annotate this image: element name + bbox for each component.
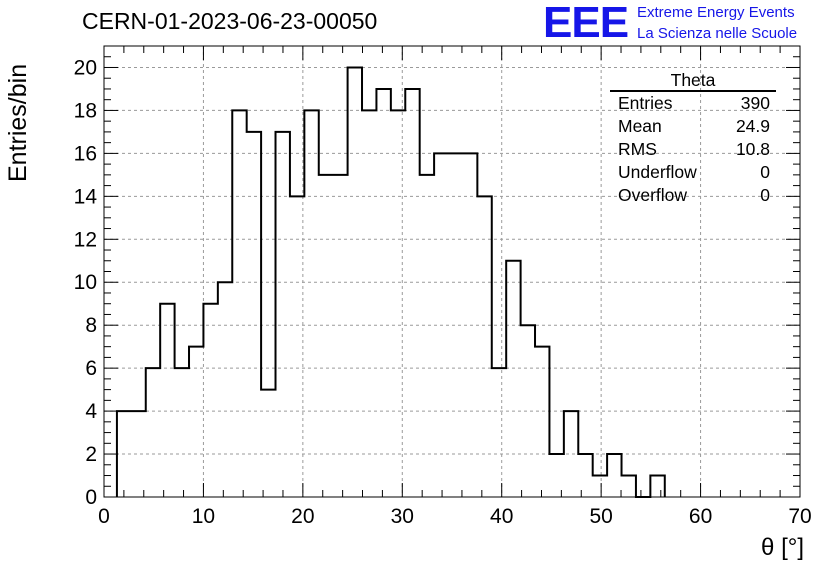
chart-title: CERN-01-2023-06-23-00050 xyxy=(82,8,378,34)
y-tick-label: 0 xyxy=(85,486,97,509)
y-tick-label: 8 xyxy=(85,314,97,337)
x-tick-label: 0 xyxy=(98,505,110,528)
histogram-bin xyxy=(362,110,376,497)
histogram-bin xyxy=(593,476,607,497)
histogram-bin xyxy=(578,454,592,497)
histogram-bin xyxy=(521,325,535,497)
stats-box: Theta Entries 390 Mean 24.9 RMS 10.8 Und… xyxy=(610,70,776,207)
brand-line-1: Extreme Energy Events xyxy=(637,4,795,21)
y-tick-label: 10 xyxy=(74,271,97,294)
stat-label: Entries xyxy=(618,93,673,113)
stat-row-overflow: Overflow 0 xyxy=(610,184,776,207)
histogram-bin xyxy=(131,411,145,497)
stat-row-mean: Mean 24.9 xyxy=(610,115,776,138)
histogram-bin xyxy=(376,89,390,497)
y-tick-label: 2 xyxy=(85,443,97,466)
x-tick-label: 20 xyxy=(291,505,314,528)
histogram-bin xyxy=(203,304,217,497)
histogram-bin xyxy=(449,153,463,497)
stat-value: 24.9 xyxy=(735,116,770,136)
histogram-bin xyxy=(117,411,131,497)
stats-title: Theta xyxy=(610,70,776,92)
x-tick-label: 10 xyxy=(192,505,215,528)
y-tick-label: 6 xyxy=(85,357,97,380)
eee-logo: EEE xyxy=(543,0,629,47)
x-tick-label: 60 xyxy=(689,505,712,528)
histogram-bin xyxy=(535,347,549,497)
stat-label: Overflow xyxy=(618,185,688,205)
histogram-bin xyxy=(261,390,275,497)
x-axis-label: θ [°] xyxy=(761,534,804,561)
stat-row-entries: Entries 390 xyxy=(610,92,776,115)
stat-label: Underflow xyxy=(618,162,697,182)
stat-value: 0 xyxy=(760,162,770,182)
stat-value: 0 xyxy=(760,185,770,205)
x-tick-label: 30 xyxy=(391,505,414,528)
stat-row-rms: RMS 10.8 xyxy=(610,138,776,161)
histogram-bin xyxy=(434,153,448,497)
histogram-bin xyxy=(218,282,232,497)
histogram-bin xyxy=(492,368,506,497)
y-tick-label: 16 xyxy=(74,142,97,165)
histogram-bin xyxy=(247,132,261,497)
x-tick-label: 40 xyxy=(490,505,513,528)
stat-label: RMS xyxy=(618,139,657,159)
x-tick-label: 70 xyxy=(788,505,811,528)
histogram-bin xyxy=(333,175,347,497)
stat-value: 390 xyxy=(740,93,770,113)
histogram-bin xyxy=(232,110,246,497)
x-tick-label: 50 xyxy=(589,505,612,528)
histogram-bin xyxy=(276,132,290,497)
stat-label: Mean xyxy=(618,116,662,136)
histogram-bin xyxy=(607,454,621,497)
y-tick-label: 4 xyxy=(85,400,97,423)
histogram-bin xyxy=(622,476,636,497)
histogram-bin xyxy=(477,196,491,497)
histogram-bin xyxy=(160,304,174,497)
histogram-bin xyxy=(405,89,419,497)
histogram-bin xyxy=(319,175,333,497)
tick-labels: 0 10 20 30 40 50 60 70 0 2 4 6 8 10 12 14 16 18 20 xyxy=(74,56,812,528)
y-tick-label: 14 xyxy=(74,185,98,208)
histogram-bin xyxy=(506,261,520,497)
y-tick-label: 12 xyxy=(74,228,97,251)
histogram-bin xyxy=(348,67,362,497)
histogram-bin xyxy=(175,368,189,497)
y-axis-label: Entries/bin xyxy=(4,63,32,182)
histogram-bin xyxy=(189,347,203,497)
histogram-bin xyxy=(420,175,434,497)
axis-ticks xyxy=(103,46,801,498)
histogram-bin xyxy=(290,196,304,497)
histogram-bin xyxy=(146,368,160,497)
histogram-bin xyxy=(304,110,318,497)
histogram-bin xyxy=(564,411,578,497)
stat-row-underflow: Underflow 0 xyxy=(610,161,776,184)
histogram-bin xyxy=(463,153,477,497)
y-tick-label: 18 xyxy=(74,99,97,122)
y-tick-label: 20 xyxy=(74,56,97,79)
stat-value: 10.8 xyxy=(735,139,770,159)
histogram-bars xyxy=(115,66,666,498)
brand-line-2: La Scienza nelle Scuole xyxy=(637,25,798,42)
histogram-outline xyxy=(115,66,666,498)
histogram-bin xyxy=(391,110,405,497)
histogram-bin xyxy=(650,476,664,497)
